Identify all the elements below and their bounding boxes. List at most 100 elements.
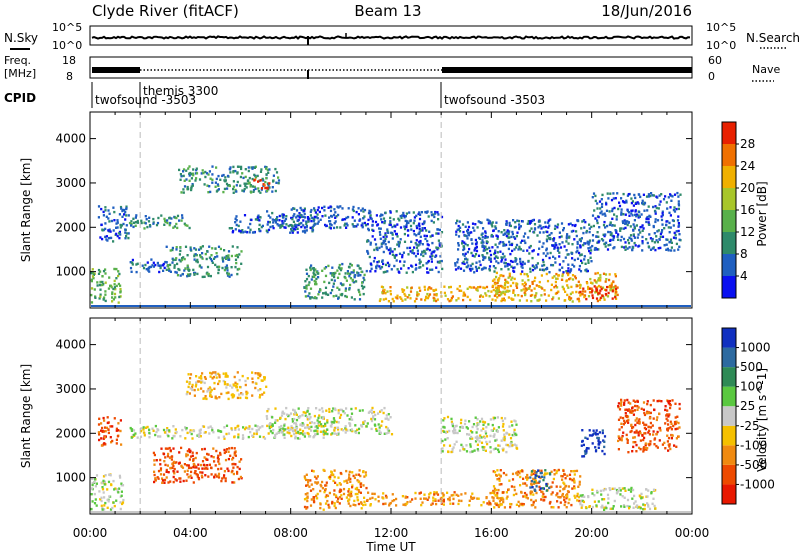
- power-cell: [403, 232, 406, 236]
- power-cell: [379, 227, 382, 230]
- power-cell: [675, 230, 678, 233]
- power-cell: [606, 224, 609, 228]
- power-cell: [567, 269, 570, 273]
- power-cell: [418, 231, 421, 234]
- power-cell: [393, 248, 396, 251]
- power-cell: [566, 284, 569, 287]
- power-cell: [456, 219, 459, 222]
- velocity-cell: [339, 488, 342, 491]
- power-cell: [308, 281, 311, 284]
- velocity-cell: [280, 430, 283, 434]
- power-cell: [218, 265, 221, 268]
- power-cell: [481, 295, 485, 298]
- power-cell: [462, 245, 465, 248]
- power-cell: [521, 263, 524, 266]
- velocity-cell: [625, 433, 628, 437]
- power-cell: [99, 288, 102, 291]
- velocity-cell: [479, 434, 482, 437]
- power-cell: [174, 270, 177, 274]
- power-cell: [637, 245, 640, 248]
- power-cell: [495, 286, 498, 289]
- power-cell: [226, 174, 230, 178]
- power-cell: [502, 242, 505, 246]
- power-cell: [245, 186, 248, 189]
- power-cell: [463, 247, 466, 250]
- velocity-cell: [169, 480, 172, 483]
- velocity-cell: [649, 426, 653, 429]
- velocity-cell: [533, 470, 536, 473]
- power-cell: [434, 210, 437, 214]
- power-cell: [533, 279, 536, 283]
- velocity-cell: [513, 485, 516, 489]
- power-cell: [366, 250, 369, 253]
- power-cell: [426, 271, 429, 274]
- velocity-cell: [354, 407, 357, 410]
- velocity-cell: [309, 435, 312, 438]
- power-cell: [620, 235, 623, 239]
- power-cell: [524, 232, 527, 235]
- power-cell: [171, 261, 174, 264]
- velocity-cell: [674, 402, 677, 405]
- power-cell: [309, 297, 312, 300]
- power-cell: [669, 240, 672, 244]
- velocity-cell: [105, 426, 109, 430]
- power-cell: [381, 291, 384, 294]
- power-cell: [486, 218, 489, 221]
- power-cell: [296, 231, 299, 234]
- velocity-cell: [170, 455, 173, 458]
- velocity-cell: [98, 417, 101, 420]
- power-cell: [431, 268, 434, 271]
- power-cell: [328, 226, 331, 229]
- velocity-cell: [623, 487, 626, 490]
- power-cell: [611, 224, 614, 227]
- power-cell: [470, 238, 473, 241]
- velocity-cell: [492, 499, 495, 502]
- power-cell: [620, 213, 623, 216]
- power-cell: [523, 272, 526, 276]
- velocity-cell: [227, 469, 230, 473]
- velocity-cell: [363, 420, 366, 423]
- power-cell: [369, 214, 372, 217]
- power-cell: [472, 286, 476, 289]
- power-cell: [183, 179, 186, 182]
- velocity-cell: [191, 437, 194, 440]
- velocity-cell: [582, 443, 585, 447]
- power-cell: [576, 219, 579, 222]
- power-cell: [179, 246, 182, 249]
- power-cell: [677, 207, 680, 211]
- power-cell: [613, 213, 616, 216]
- velocity-cell: [494, 494, 497, 497]
- power-cell: [515, 234, 518, 238]
- power-cell: [482, 258, 485, 261]
- power-cell: [188, 179, 191, 182]
- velocity-cell: [609, 488, 612, 492]
- velocity-cell: [338, 496, 341, 499]
- velocity-cell: [295, 427, 299, 430]
- power-cell: [655, 235, 658, 238]
- velocity-cell: [223, 448, 226, 452]
- power-cell: [387, 300, 390, 303]
- velocity-cell: [369, 504, 372, 507]
- velocity-cell: [658, 399, 661, 403]
- velocity-cell: [301, 414, 304, 417]
- velocity-cell: [511, 472, 515, 476]
- velocity-cell: [154, 477, 157, 480]
- power-cell: [471, 222, 475, 225]
- velocity-cell: [456, 431, 459, 435]
- velocity-cell: [274, 421, 277, 424]
- velocity-cell: [648, 433, 651, 436]
- velocity-cell: [213, 460, 216, 463]
- velocity-cell: [480, 429, 483, 432]
- power-cell: [414, 255, 418, 258]
- power-cell: [634, 209, 637, 212]
- power-cell: [191, 184, 194, 187]
- power-cell: [281, 216, 285, 219]
- cpid-segment-label: twofsound -3503: [95, 93, 196, 107]
- velocity-cell: [159, 458, 162, 462]
- power-cell: [113, 210, 116, 214]
- velocity-cell: [333, 421, 336, 424]
- velocity-cell: [109, 425, 112, 428]
- power-cell: [373, 248, 376, 252]
- velocity-cell: [293, 409, 296, 412]
- velocity-cell: [498, 477, 501, 480]
